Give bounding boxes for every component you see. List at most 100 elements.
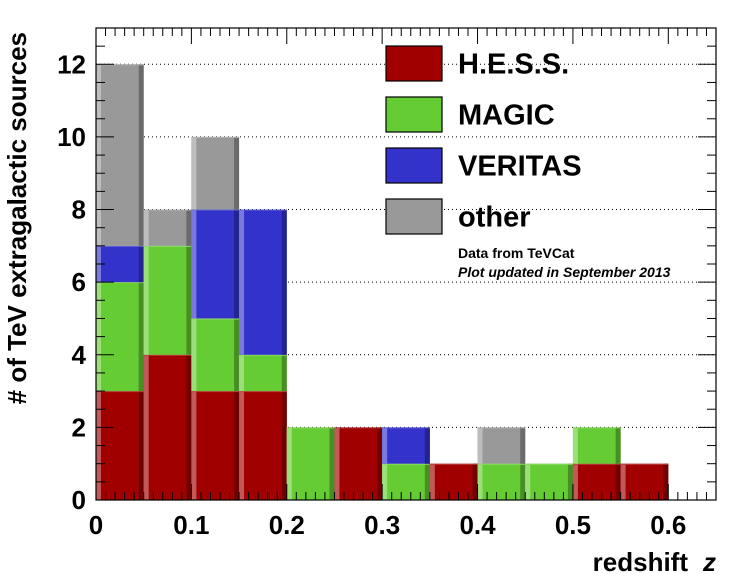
- bar-shadow: [377, 427, 383, 500]
- bar-shadow: [424, 427, 430, 464]
- axis-ticks: 0 0.1 0.2 0.3 0.4 0.5 0.6 0 2 4 6 8 10 12: [57, 27, 717, 540]
- bar-fill: [620, 463, 669, 500]
- bar-highlight: [477, 427, 483, 464]
- bar-highlight: [572, 463, 578, 500]
- bar-h-e-s-s-bin-5: [334, 427, 383, 500]
- bar-fill: [143, 209, 192, 246]
- bar-magic-bin-4: [286, 427, 335, 500]
- legend: H.E.S.S. MAGIC VERITAS other: [385, 45, 582, 235]
- bar-magic-bin-2: [191, 318, 240, 392]
- histogram-bars: [96, 64, 669, 500]
- bar-fill: [286, 427, 335, 500]
- bar-h-e-s-s-bin-10: [572, 463, 621, 500]
- bar-shadow: [186, 209, 192, 246]
- bar-highlight: [620, 463, 626, 500]
- legend-label-veritas: VERITAS: [458, 151, 582, 183]
- bar-shadow: [615, 427, 621, 464]
- y-tick-label: 10: [57, 122, 86, 152]
- bar-shadow: [281, 391, 287, 500]
- bar-shadow: [186, 354, 192, 500]
- x-tick-label: 0.3: [364, 510, 400, 540]
- bar-shadow: [424, 463, 430, 500]
- bar-highlight: [239, 209, 245, 355]
- bar-shadow: [520, 463, 526, 500]
- bar-shadow: [234, 318, 240, 392]
- legend-label-h-e-s-s: H.E.S.S.: [458, 49, 569, 81]
- x-tick-label: 0.4: [459, 510, 496, 540]
- bar-highlight: [191, 391, 197, 500]
- bar-highlight: [191, 136, 197, 210]
- bar-highlight: [191, 209, 197, 319]
- bar-fill: [191, 209, 240, 319]
- bar-fill: [239, 209, 287, 355]
- bar-shadow: [520, 427, 526, 464]
- bar-highlight: [143, 209, 149, 246]
- bar-fill: [382, 427, 430, 464]
- bar-shadow: [186, 245, 192, 355]
- bar-shadow: [615, 463, 621, 500]
- y-tick-label: 8: [72, 195, 86, 225]
- bar-fill: [477, 427, 526, 464]
- bar-highlight: [239, 391, 245, 500]
- x-axis-title: redshift: [593, 547, 689, 574]
- bar-fill: [525, 463, 573, 500]
- bar-fill: [572, 427, 621, 464]
- bar-veritas-bin-3: [239, 209, 287, 355]
- legend-swatch-veritas: [385, 147, 443, 184]
- x-tick-label: 0.2: [269, 510, 305, 540]
- bar-shadow: [663, 463, 669, 500]
- bar-veritas-bin-6: [382, 427, 430, 464]
- bar-shadow: [472, 463, 478, 500]
- annotation-updated: Plot updated in September 2013: [458, 264, 671, 280]
- bar-fill: [572, 463, 621, 500]
- bar-fill: [477, 463, 526, 500]
- x-tick-label: 0.6: [650, 510, 686, 540]
- bar-highlight: [286, 427, 292, 500]
- y-axis-title: # of TeV extragalactic sources: [2, 32, 32, 404]
- bar-fill: [191, 136, 240, 210]
- legend-label-other: other: [458, 202, 531, 234]
- bar-fill: [239, 354, 287, 392]
- bar-highlight: [382, 427, 388, 464]
- bar-magic-bin-3: [239, 354, 287, 392]
- x-tick-label: 0.1: [173, 510, 209, 540]
- legend-label-magic: MAGIC: [458, 100, 555, 132]
- bar-shadow: [234, 391, 240, 500]
- legend-swatch-h-e-s-s: [385, 45, 443, 82]
- bar-magic-bin-1: [143, 245, 192, 355]
- annotation-source: Data from TeVCat: [458, 245, 575, 261]
- bar-magic-bin-9: [525, 463, 573, 500]
- y-tick-label: 12: [57, 49, 86, 79]
- bar-fill: [334, 427, 383, 500]
- bar-veritas-bin-2: [191, 209, 240, 319]
- bar-shadow: [281, 354, 287, 392]
- bar-highlight: [143, 245, 149, 355]
- bar-highlight: [239, 354, 245, 392]
- bar-shadow: [281, 209, 287, 355]
- bar-highlight: [477, 463, 483, 500]
- bar-shadow: [234, 136, 240, 210]
- bar-fill: [191, 318, 240, 392]
- bar-highlight: [334, 427, 340, 500]
- bar-h-e-s-s-bin-1: [143, 354, 192, 500]
- bar-shadow: [234, 209, 240, 319]
- bar-fill: [429, 463, 478, 500]
- bar-shadow: [329, 427, 335, 500]
- x-tick-label: 0: [89, 510, 103, 540]
- bar-highlight: [429, 463, 435, 500]
- bar-h-e-s-s-bin-11: [620, 463, 669, 500]
- bar-shadow: [138, 391, 144, 500]
- bar-highlight: [143, 354, 149, 500]
- bar-shadow: [138, 282, 144, 392]
- bar-other-bin-8: [477, 427, 526, 464]
- bar-shadow: [138, 64, 144, 246]
- y-tick-label: 6: [72, 267, 86, 297]
- bar-other-bin-1: [143, 209, 192, 246]
- bar-fill: [143, 245, 192, 355]
- y-tick-label: 4: [72, 340, 87, 370]
- bar-other-bin-2: [191, 136, 240, 210]
- bar-highlight: [191, 318, 197, 392]
- x-tick-label: 0.5: [555, 510, 591, 540]
- bar-magic-bin-10: [572, 427, 621, 464]
